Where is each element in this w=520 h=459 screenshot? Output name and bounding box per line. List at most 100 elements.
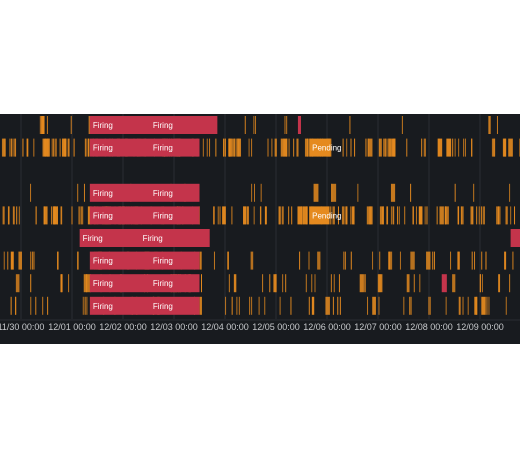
pending-tick	[56, 206, 58, 225]
pending-tick	[10, 138, 12, 157]
state-label: Firing	[143, 234, 163, 243]
pending-tick	[450, 251, 452, 270]
pending-tick	[380, 138, 382, 157]
pending-tick	[63, 138, 65, 157]
pending-tick	[345, 206, 347, 225]
pending-tick	[399, 251, 401, 270]
pending-tick	[346, 138, 348, 157]
pending-tick	[311, 296, 315, 315]
pending-tick	[243, 206, 247, 225]
firing-segment	[79, 229, 210, 247]
pending-tick	[78, 206, 80, 225]
pending-tick	[412, 206, 414, 225]
pending-tick	[33, 138, 35, 157]
pending-tick	[394, 138, 396, 157]
pending-tick	[305, 274, 307, 293]
pending-tick	[290, 296, 292, 315]
pending-tick	[15, 274, 20, 293]
pending-tick	[504, 251, 507, 270]
state-timeline-chart: Firing Firing Firing Firing Pending Firing Fir…	[0, 114, 520, 332]
pending-tick	[14, 138, 16, 157]
pending-tick	[70, 116, 72, 134]
pending-tick	[238, 138, 240, 157]
pending-tick	[251, 183, 253, 202]
pending-tick	[9, 138, 11, 157]
pending-tick	[213, 251, 215, 270]
pending-tick	[224, 138, 226, 157]
pending-tick	[236, 296, 238, 315]
firing-segment	[89, 206, 200, 225]
pending-tick	[39, 116, 41, 134]
pending-tick	[200, 274, 202, 293]
pending-tick	[415, 206, 417, 225]
pending-tick	[306, 206, 308, 225]
pending-tick	[471, 138, 473, 157]
pending-tick	[27, 138, 29, 157]
pending-tick	[283, 138, 288, 157]
pending-tick	[50, 206, 52, 225]
pending-tick	[47, 138, 49, 157]
pending-tick	[509, 274, 511, 293]
pending-tick	[250, 251, 254, 270]
pending-tick	[333, 274, 335, 293]
pending-tick	[349, 116, 351, 134]
pending-tick	[503, 138, 507, 157]
pending-tick	[478, 206, 480, 225]
state-label: Firing	[93, 121, 113, 130]
pending-tick	[282, 206, 284, 225]
pending-tick	[10, 251, 14, 270]
pending-tick	[61, 206, 63, 225]
pending-tick	[86, 296, 88, 315]
state-label: Firing	[93, 302, 113, 311]
pending-tick	[251, 138, 253, 157]
pending-tick	[67, 138, 69, 157]
pending-tick	[481, 274, 483, 293]
pending-tick	[372, 296, 376, 315]
pending-tick	[436, 206, 438, 225]
pending-tick	[57, 251, 59, 270]
pending-tick	[368, 138, 373, 157]
pending-tick	[267, 138, 269, 157]
pending-tick	[423, 138, 425, 157]
time-tick-label: 12/04 00:00	[201, 322, 249, 332]
pending-tick	[299, 251, 301, 270]
pending-tick	[291, 206, 293, 225]
pending-tick	[339, 296, 341, 315]
state-label: Firing	[153, 279, 173, 288]
pending-tick	[249, 296, 251, 315]
pending-tick	[474, 296, 478, 315]
pending-tick	[213, 206, 215, 225]
pending-tick	[253, 206, 255, 225]
pending-tick	[47, 296, 49, 315]
pending-tick	[16, 206, 18, 225]
state-label: Firing	[153, 302, 173, 311]
pending-tick	[12, 138, 14, 157]
pending-tick	[393, 206, 395, 225]
pending-tick	[514, 206, 516, 225]
pending-tick	[488, 296, 490, 315]
pending-tick	[357, 183, 359, 202]
pending-tick	[231, 296, 233, 315]
pending-tick	[308, 251, 310, 270]
pending-tick	[222, 206, 226, 225]
pending-tick	[406, 274, 410, 293]
pending-tick	[18, 251, 22, 270]
time-tick-label: 11/30 00:00	[0, 322, 44, 332]
pending-tick	[379, 251, 381, 270]
pending-tick	[424, 206, 426, 225]
pending-tick	[258, 296, 260, 315]
pending-tick	[61, 274, 63, 293]
pending-tick	[293, 138, 295, 157]
pending-tick	[337, 206, 339, 225]
pending-tick	[209, 138, 211, 157]
pending-tick	[286, 116, 288, 134]
pending-tick	[317, 251, 321, 270]
pending-segment	[309, 138, 330, 157]
pending-tick	[452, 138, 454, 157]
pending-tick	[458, 206, 460, 225]
pending-tick	[508, 138, 513, 157]
pending-tick	[398, 206, 400, 225]
pending-tick	[404, 206, 406, 225]
pending-tick	[229, 138, 231, 157]
pending-tick	[248, 138, 250, 157]
